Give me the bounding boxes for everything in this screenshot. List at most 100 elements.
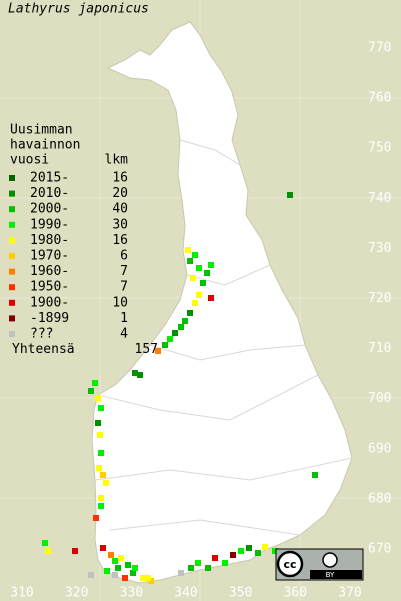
legend-count: 20 xyxy=(112,186,128,201)
observation xyxy=(205,565,211,571)
y-tick-label: 720 xyxy=(368,291,391,306)
legend-label: 1990- xyxy=(30,217,69,232)
observations xyxy=(42,192,318,584)
observation xyxy=(204,270,210,276)
legend-count: 30 xyxy=(112,217,128,232)
legend-swatch xyxy=(9,299,15,306)
legend-swatch xyxy=(9,175,15,181)
observation xyxy=(155,348,161,354)
legend-count: 4 xyxy=(120,327,128,342)
observation xyxy=(95,395,101,401)
observation xyxy=(72,548,78,554)
observation xyxy=(287,192,293,198)
observation xyxy=(187,258,193,264)
legend-swatch xyxy=(9,315,15,322)
legend-swatch xyxy=(9,206,15,213)
observation xyxy=(195,560,201,566)
observation xyxy=(100,472,106,478)
legend-count: 1 xyxy=(120,311,128,326)
badge-strip xyxy=(310,570,362,579)
observation xyxy=(122,575,128,581)
map-title: Lathyrus japonicus xyxy=(8,2,149,17)
observation xyxy=(98,495,104,501)
observation xyxy=(188,565,194,571)
y-tick-label: 710 xyxy=(368,341,391,356)
legend-label: 2010- xyxy=(30,186,69,201)
observation xyxy=(112,558,118,564)
legend-column: lkm xyxy=(105,153,129,168)
y-tick-label: 670 xyxy=(368,542,391,557)
observation xyxy=(230,552,236,558)
observation xyxy=(112,572,118,578)
legend-swatch xyxy=(9,284,15,291)
observation xyxy=(45,548,51,554)
observation xyxy=(88,572,94,578)
legend-count: 16 xyxy=(112,171,128,186)
by-icon xyxy=(322,552,338,568)
observation xyxy=(185,247,191,253)
observation xyxy=(208,262,214,268)
observation xyxy=(118,555,124,561)
observation xyxy=(162,342,168,348)
legend-swatch xyxy=(9,253,15,259)
observation xyxy=(125,562,131,568)
y-tick-label: 690 xyxy=(368,441,391,456)
legend-heading: havainnon xyxy=(10,138,80,153)
region-borders xyxy=(94,139,353,536)
observation xyxy=(222,560,228,566)
x-tick-label: 310 xyxy=(10,586,33,601)
x-tick-label: 350 xyxy=(229,586,252,601)
legend-label: 1900- xyxy=(30,295,69,310)
license-badge: cc BY xyxy=(275,548,364,581)
observation xyxy=(115,565,121,571)
legend-count: 7 xyxy=(120,280,128,295)
observation xyxy=(192,252,198,258)
observation xyxy=(98,503,104,509)
observation xyxy=(196,292,202,298)
observation xyxy=(190,275,196,281)
legend-label: 1980- xyxy=(30,233,69,248)
x-ticks: 310 320 330 340 350 360 370 xyxy=(10,586,361,601)
observation xyxy=(187,310,193,316)
observation xyxy=(108,552,114,558)
cc-symbol: cc xyxy=(283,558,296,571)
legend-label: 1960- xyxy=(30,264,69,279)
y-tick-label: 730 xyxy=(368,241,391,256)
legend-count: 40 xyxy=(112,202,128,217)
legend-label: 2015- xyxy=(30,171,69,186)
y-tick-label: 770 xyxy=(368,41,391,56)
observation xyxy=(88,388,94,394)
observation xyxy=(103,480,109,486)
y-tick-label: 760 xyxy=(368,91,391,106)
observation xyxy=(98,405,104,411)
observation xyxy=(272,548,278,554)
observation xyxy=(178,570,184,576)
legend-swatch xyxy=(9,221,15,228)
observation xyxy=(137,372,143,378)
y-tick-label: 750 xyxy=(368,141,391,156)
observation xyxy=(92,380,98,386)
y-tick-label: 740 xyxy=(368,191,391,206)
observation xyxy=(145,575,151,581)
observation xyxy=(167,336,173,342)
observation xyxy=(132,565,138,571)
y-tick-label: 700 xyxy=(368,391,391,406)
y-ticks: 670 680 690 700 710 720 730 740 750 760 770 xyxy=(368,41,391,557)
legend-label: -1899 xyxy=(30,311,69,326)
legend-swatch xyxy=(9,331,15,337)
legend-label: 1970- xyxy=(30,249,69,264)
observation xyxy=(96,465,102,471)
legend-label: 2000- xyxy=(30,202,69,217)
observation xyxy=(93,515,99,521)
by-label: BY xyxy=(326,571,335,579)
legend-heading: Uusimman xyxy=(10,123,73,138)
observation xyxy=(97,432,103,438)
observation xyxy=(208,295,214,301)
legend-label: 1950- xyxy=(30,280,69,295)
observation xyxy=(238,548,244,554)
x-tick-label: 330 xyxy=(120,586,143,601)
observation xyxy=(312,472,318,478)
x-tick-label: 320 xyxy=(65,586,88,601)
